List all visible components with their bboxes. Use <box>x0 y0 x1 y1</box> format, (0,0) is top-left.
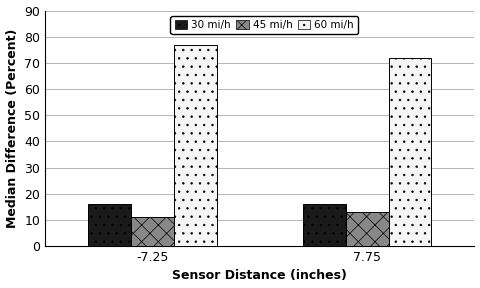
Bar <box>174 45 217 246</box>
Bar <box>131 217 174 246</box>
Legend: 30 mi/h, 45 mi/h, 60 mi/h: 30 mi/h, 45 mi/h, 60 mi/h <box>170 16 358 34</box>
Bar <box>346 212 388 246</box>
Bar <box>388 58 432 246</box>
X-axis label: Sensor Distance (inches): Sensor Distance (inches) <box>172 270 347 283</box>
Y-axis label: Median Difference (Percent): Median Difference (Percent) <box>6 29 19 228</box>
Bar <box>303 204 346 246</box>
Bar <box>88 204 131 246</box>
